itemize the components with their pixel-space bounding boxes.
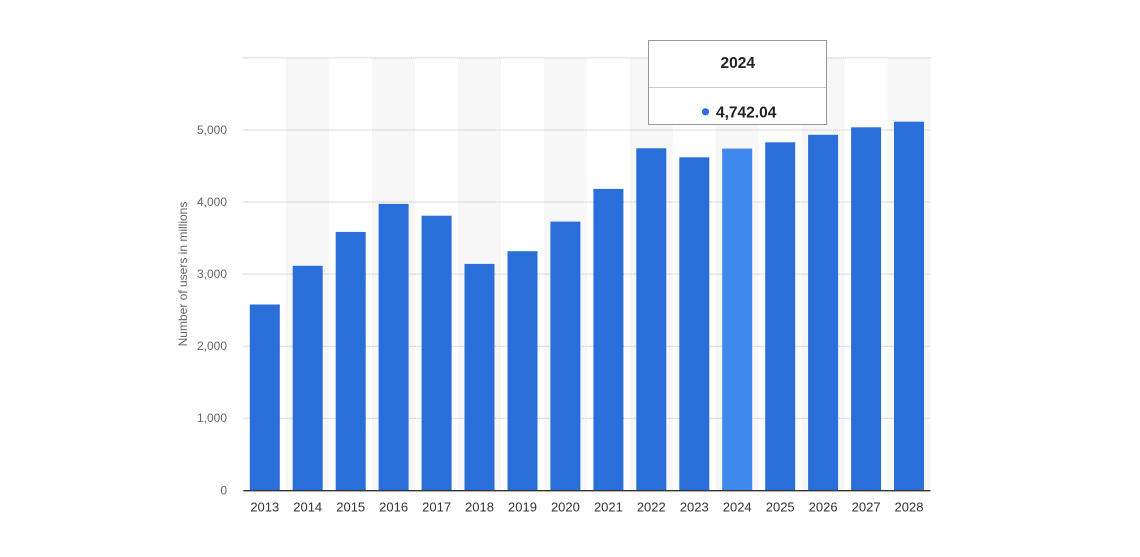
- svg-text:2014: 2014: [293, 500, 322, 515]
- svg-text:2028: 2028: [895, 500, 924, 515]
- svg-text:2015: 2015: [336, 500, 365, 515]
- svg-text:2026: 2026: [809, 500, 838, 515]
- svg-text:1,000: 1,000: [197, 411, 227, 425]
- svg-text:2027: 2027: [852, 500, 881, 515]
- svg-text:2016: 2016: [379, 500, 408, 515]
- svg-text:5,000: 5,000: [197, 123, 227, 137]
- svg-text:2013: 2013: [250, 500, 279, 515]
- svg-text:0: 0: [220, 483, 227, 497]
- svg-text:2025: 2025: [766, 500, 795, 515]
- svg-text:2024: 2024: [723, 500, 752, 515]
- svg-text:2022: 2022: [637, 500, 666, 515]
- svg-text:4,742.04: 4,742.04: [716, 104, 777, 121]
- svg-text:2,000: 2,000: [197, 339, 227, 353]
- svg-text:4,000: 4,000: [197, 195, 227, 209]
- svg-text:2018: 2018: [465, 500, 494, 515]
- svg-text:3,000: 3,000: [197, 267, 227, 281]
- svg-text:2021: 2021: [594, 500, 623, 515]
- svg-text:2020: 2020: [551, 500, 580, 515]
- svg-text:2019: 2019: [508, 500, 537, 515]
- svg-text:Number of users in millions: Number of users in millions: [176, 202, 190, 347]
- svg-text:2024: 2024: [721, 55, 756, 72]
- svg-text:2017: 2017: [422, 500, 451, 515]
- svg-text:2023: 2023: [680, 500, 709, 515]
